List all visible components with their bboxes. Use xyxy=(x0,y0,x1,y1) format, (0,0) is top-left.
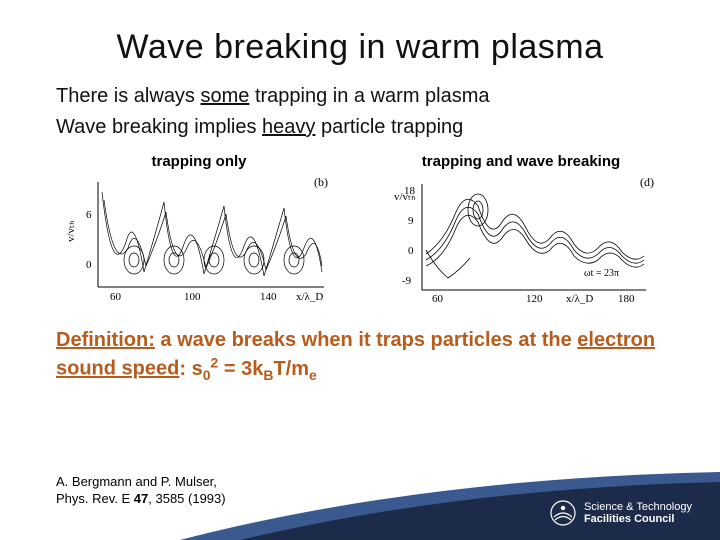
slide-title: Wave breaking in warm plasma xyxy=(0,0,720,81)
svg-text:9: 9 xyxy=(408,215,414,227)
panel-label-b: (b) xyxy=(314,175,328,189)
svg-text:60: 60 xyxy=(432,293,444,305)
figure-right: trapping and wave breaking (d) v/vₜₕ 18 … xyxy=(386,153,656,307)
svg-text:-9: -9 xyxy=(402,275,412,287)
svg-text:ωt = 23π: ωt = 23π xyxy=(584,268,619,279)
definition-text: Definition: a wave breaks when it traps … xyxy=(0,317,720,384)
line1-underline: some xyxy=(201,85,250,107)
figure-right-plot: (d) v/vₜₕ 18 9 0 -9 60 120 180 x/λ_D ωt … xyxy=(386,172,656,307)
definition-formula: : s02 = 3kBT/me xyxy=(179,358,316,380)
citation-line-2: Phys. Rev. E 47, 3585 (1993) xyxy=(56,491,226,508)
line1-post: trapping in a warm plasma xyxy=(249,85,489,107)
svg-text:120: 120 xyxy=(526,293,543,305)
svg-text:x/λ_D: x/λ_D xyxy=(296,291,323,303)
stfc-logo-text: Science & Technology Facilities Council xyxy=(584,501,692,525)
svg-text:100: 100 xyxy=(184,291,201,303)
svg-text:6: 6 xyxy=(86,209,92,221)
line1-pre: There is always xyxy=(56,85,201,107)
citation: A. Bergmann and P. Mulser, Phys. Rev. E … xyxy=(56,474,226,508)
svg-text:x/λ_D: x/λ_D xyxy=(566,293,593,305)
body-line-1: There is always some trapping in a warm … xyxy=(0,81,720,112)
svg-text:0: 0 xyxy=(86,259,92,271)
logo-line-1: Science & Technology xyxy=(584,501,692,513)
line2-pre: Wave breaking implies xyxy=(56,116,262,138)
body-line-2: Wave breaking implies heavy particle tra… xyxy=(0,112,720,143)
svg-text:18: 18 xyxy=(404,185,416,197)
svg-text:0: 0 xyxy=(408,245,414,257)
line2-underline: heavy xyxy=(262,116,315,138)
figure-left: trapping only (b) v/vₜₕ 6 0 60 100 140 x… xyxy=(64,153,334,307)
figure-left-plot: (b) v/vₜₕ 6 0 60 100 140 x/λ_D xyxy=(64,172,334,307)
figure-right-caption: trapping and wave breaking xyxy=(422,153,620,170)
figure-left-caption: trapping only xyxy=(152,153,247,170)
svg-text:(d): (d) xyxy=(640,175,654,189)
svg-text:v/vₜₕ: v/vₜₕ xyxy=(65,220,77,242)
line2-post: particle trapping xyxy=(315,116,463,138)
figures-row: trapping only (b) v/vₜₕ 6 0 60 100 140 x… xyxy=(0,143,720,317)
citation-volume: 47 xyxy=(134,491,148,506)
citation-l2-pre: Phys. Rev. E xyxy=(56,491,134,506)
citation-l2-post: , 3585 (1993) xyxy=(148,491,225,506)
citation-line-1: A. Bergmann and P. Mulser, xyxy=(56,474,226,491)
stfc-logo-icon xyxy=(550,500,576,526)
definition-pre: a wave breaks when it traps particles at… xyxy=(155,329,577,351)
svg-text:60: 60 xyxy=(110,291,122,303)
svg-text:140: 140 xyxy=(260,291,277,303)
svg-text:180: 180 xyxy=(618,293,635,305)
logo-line-2: Facilities Council xyxy=(584,513,692,525)
definition-label: Definition: xyxy=(56,329,155,351)
stfc-logo: Science & Technology Facilities Council xyxy=(550,500,692,526)
